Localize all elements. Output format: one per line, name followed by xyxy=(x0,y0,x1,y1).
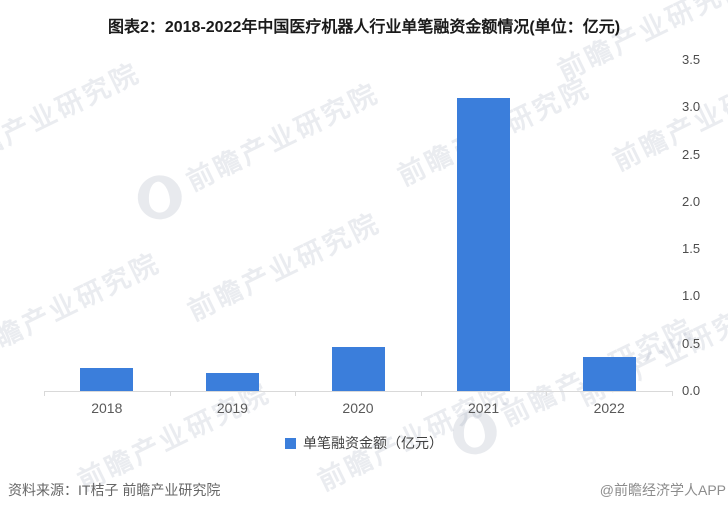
y-axis-label-1.5: 1.5 xyxy=(682,241,701,257)
y-axis-label-3.0: 3.0 xyxy=(682,99,701,115)
bar-2021 xyxy=(457,98,511,391)
y-axis-label-0.0: 0.0 xyxy=(682,383,701,398)
y-axis-label-0.5: 0.5 xyxy=(682,335,701,351)
bar-2020 xyxy=(331,347,385,391)
x-axis-tick xyxy=(421,391,422,396)
x-axis-tick xyxy=(672,391,673,396)
bar-2022 xyxy=(582,357,636,391)
legend-label: 单笔融资金额（亿元） xyxy=(303,435,443,451)
x-axis-label-2019: 2019 xyxy=(216,400,248,416)
x-axis-label-2018: 2018 xyxy=(91,400,123,416)
x-axis-label-2021: 2021 xyxy=(468,400,500,416)
credit-note: @前瞻经济学人APP xyxy=(599,482,726,498)
legend: 单笔融资金额（亿元） xyxy=(0,433,728,453)
y-axis-label-1.0: 1.0 xyxy=(682,288,701,304)
y-axis-label-2.0: 2.0 xyxy=(682,193,701,209)
bar-2018 xyxy=(80,368,134,391)
bar-2019 xyxy=(205,373,259,391)
legend-marker-icon xyxy=(285,437,296,449)
x-axis-tick xyxy=(295,391,296,396)
x-axis-label-2022: 2022 xyxy=(593,400,625,416)
x-axis-tick xyxy=(44,391,45,396)
source-note: 资料来源：IT桔子 前瞻产业研究院 xyxy=(8,482,221,498)
x-axis-tick xyxy=(546,391,547,396)
plot-area xyxy=(44,60,672,392)
x-axis-label-2020: 2020 xyxy=(342,400,374,416)
y-axis-label-3.5: 3.5 xyxy=(682,52,701,67)
x-axis-tick xyxy=(170,391,171,396)
chart-title: 图表2：2018-2022年中国医疗机器人行业单笔融资金额情况(单位：亿元) xyxy=(107,19,621,36)
y-axis-label-2.5: 2.5 xyxy=(682,146,701,162)
